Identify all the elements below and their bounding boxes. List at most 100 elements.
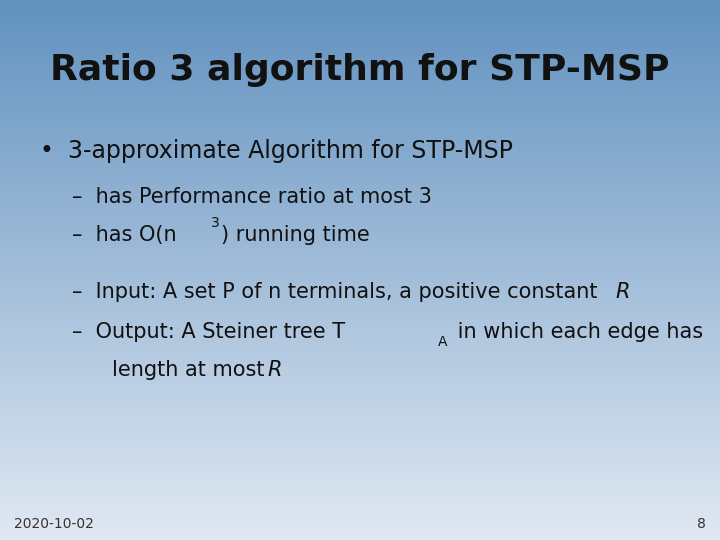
Bar <box>0 387 720 389</box>
Bar <box>0 393 720 394</box>
Bar <box>0 362 720 363</box>
Bar <box>0 443 720 444</box>
Bar <box>0 475 720 477</box>
Text: 3: 3 <box>211 216 220 230</box>
Bar <box>0 455 720 457</box>
Text: –  Input: A set P of n terminals, a positive constant: – Input: A set P of n terminals, a posit… <box>72 281 604 302</box>
Bar <box>0 173 720 174</box>
Bar <box>0 420 720 421</box>
Bar <box>0 511 720 513</box>
Bar <box>0 50 720 52</box>
Bar <box>0 174 720 177</box>
Bar <box>0 340 720 342</box>
Bar <box>0 218 720 220</box>
Bar <box>0 312 720 313</box>
Bar <box>0 486 720 488</box>
Bar <box>0 405 720 407</box>
Bar <box>0 16 720 18</box>
Bar <box>0 201 720 204</box>
Bar <box>0 23 720 25</box>
Bar <box>0 529 720 531</box>
Bar <box>0 231 720 232</box>
Bar <box>0 425 720 427</box>
Bar <box>0 513 720 515</box>
Bar <box>0 326 720 328</box>
Bar <box>0 285 720 286</box>
Bar <box>0 439 720 441</box>
Bar <box>0 204 720 205</box>
Text: 8: 8 <box>697 517 706 531</box>
Bar <box>0 457 720 459</box>
Bar <box>0 331 720 333</box>
Bar <box>0 117 720 119</box>
Bar <box>0 482 720 484</box>
Bar <box>0 396 720 398</box>
Bar <box>0 501 720 502</box>
Bar <box>0 184 720 185</box>
Bar <box>0 417 720 420</box>
Bar <box>0 535 720 536</box>
Bar <box>0 0 720 2</box>
Bar <box>0 49 720 50</box>
Bar <box>0 320 720 322</box>
Bar <box>0 155 720 157</box>
Bar <box>0 137 720 139</box>
Bar <box>0 344 720 346</box>
Bar <box>0 113 720 115</box>
Bar <box>0 274 720 275</box>
Bar <box>0 85 720 86</box>
Bar <box>0 444 720 447</box>
Bar <box>0 9 720 11</box>
Text: Ratio 3 algorithm for STP-MSP: Ratio 3 algorithm for STP-MSP <box>50 53 670 87</box>
Bar <box>0 346 720 347</box>
Bar <box>0 286 720 288</box>
Bar <box>0 15 720 16</box>
Bar <box>0 92 720 93</box>
Bar <box>0 5 720 7</box>
Bar <box>0 153 720 155</box>
Bar <box>0 356 720 358</box>
Bar <box>0 360 720 362</box>
Bar <box>0 54 720 56</box>
Bar <box>0 471 720 474</box>
Bar <box>0 158 720 160</box>
Bar <box>0 245 720 247</box>
Bar <box>0 317 720 319</box>
Bar <box>0 27 720 29</box>
Bar <box>0 130 720 131</box>
Bar <box>0 191 720 193</box>
Bar <box>0 351 720 353</box>
Bar <box>0 412 720 414</box>
Bar <box>0 45 720 47</box>
Bar <box>0 452 720 454</box>
Bar <box>0 135 720 137</box>
Bar <box>0 221 720 223</box>
Bar <box>0 29 720 31</box>
Bar <box>0 347 720 349</box>
Text: –  has Performance ratio at most 3: – has Performance ratio at most 3 <box>72 187 432 207</box>
Bar <box>0 22 720 23</box>
Bar <box>0 115 720 117</box>
Bar <box>0 382 720 383</box>
Bar <box>0 306 720 308</box>
Bar <box>0 295 720 297</box>
Bar <box>0 76 720 77</box>
Bar <box>0 261 720 263</box>
Text: length at most: length at most <box>112 360 271 380</box>
Bar <box>0 232 720 234</box>
Bar <box>0 147 720 150</box>
Bar <box>0 479 720 481</box>
Bar <box>0 466 720 468</box>
Bar <box>0 112 720 113</box>
Bar <box>0 528 720 529</box>
Bar <box>0 108 720 110</box>
Bar <box>0 369 720 371</box>
Bar <box>0 515 720 517</box>
Bar <box>0 432 720 434</box>
Bar <box>0 335 720 336</box>
Bar <box>0 166 720 167</box>
Bar <box>0 454 720 455</box>
Bar <box>0 225 720 227</box>
Bar <box>0 142 720 144</box>
Bar <box>0 250 720 252</box>
